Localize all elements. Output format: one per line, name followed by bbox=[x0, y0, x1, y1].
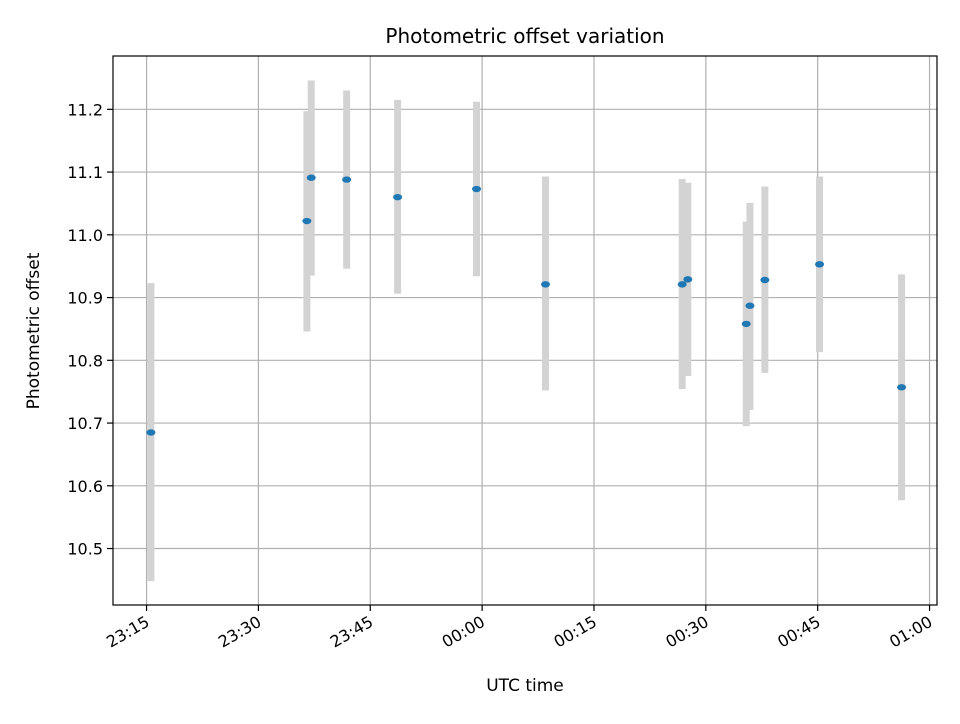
plot-frame bbox=[112, 55, 938, 606]
y-axis-ticks: 10.5 10.6 10.7 10.8 10.9 11.0 11.1 11.2 bbox=[67, 100, 113, 559]
data-point bbox=[541, 281, 551, 288]
data-point bbox=[306, 174, 316, 181]
data-point bbox=[393, 193, 403, 201]
data-point bbox=[342, 176, 352, 183]
grid-lines bbox=[113, 56, 937, 605]
data-point bbox=[677, 281, 687, 288]
data-point bbox=[683, 276, 693, 283]
data-point bbox=[472, 185, 482, 193]
data-point bbox=[815, 261, 825, 268]
y-tick-label: 11.0 bbox=[67, 226, 103, 245]
y-axis-title: Photometric offset bbox=[24, 252, 44, 409]
chart-title: Photometric offset variation bbox=[385, 24, 664, 48]
data-point bbox=[302, 217, 312, 225]
x-axis-title: UTC time bbox=[486, 676, 564, 696]
data-point bbox=[897, 384, 907, 391]
data-point bbox=[146, 429, 156, 436]
data-point bbox=[741, 320, 751, 328]
y-tick-label: 11.1 bbox=[67, 163, 103, 182]
y-tick-label: 10.6 bbox=[67, 477, 103, 496]
data-point bbox=[760, 276, 770, 284]
y-tick-label: 10.5 bbox=[67, 540, 103, 559]
data-point bbox=[745, 302, 755, 309]
y-tick-label: 10.7 bbox=[67, 414, 103, 433]
y-tick-label: 10.9 bbox=[67, 289, 103, 308]
data-points bbox=[146, 174, 907, 436]
y-tick-label: 10.8 bbox=[67, 351, 103, 370]
y-tick-label: 11.2 bbox=[67, 100, 103, 119]
